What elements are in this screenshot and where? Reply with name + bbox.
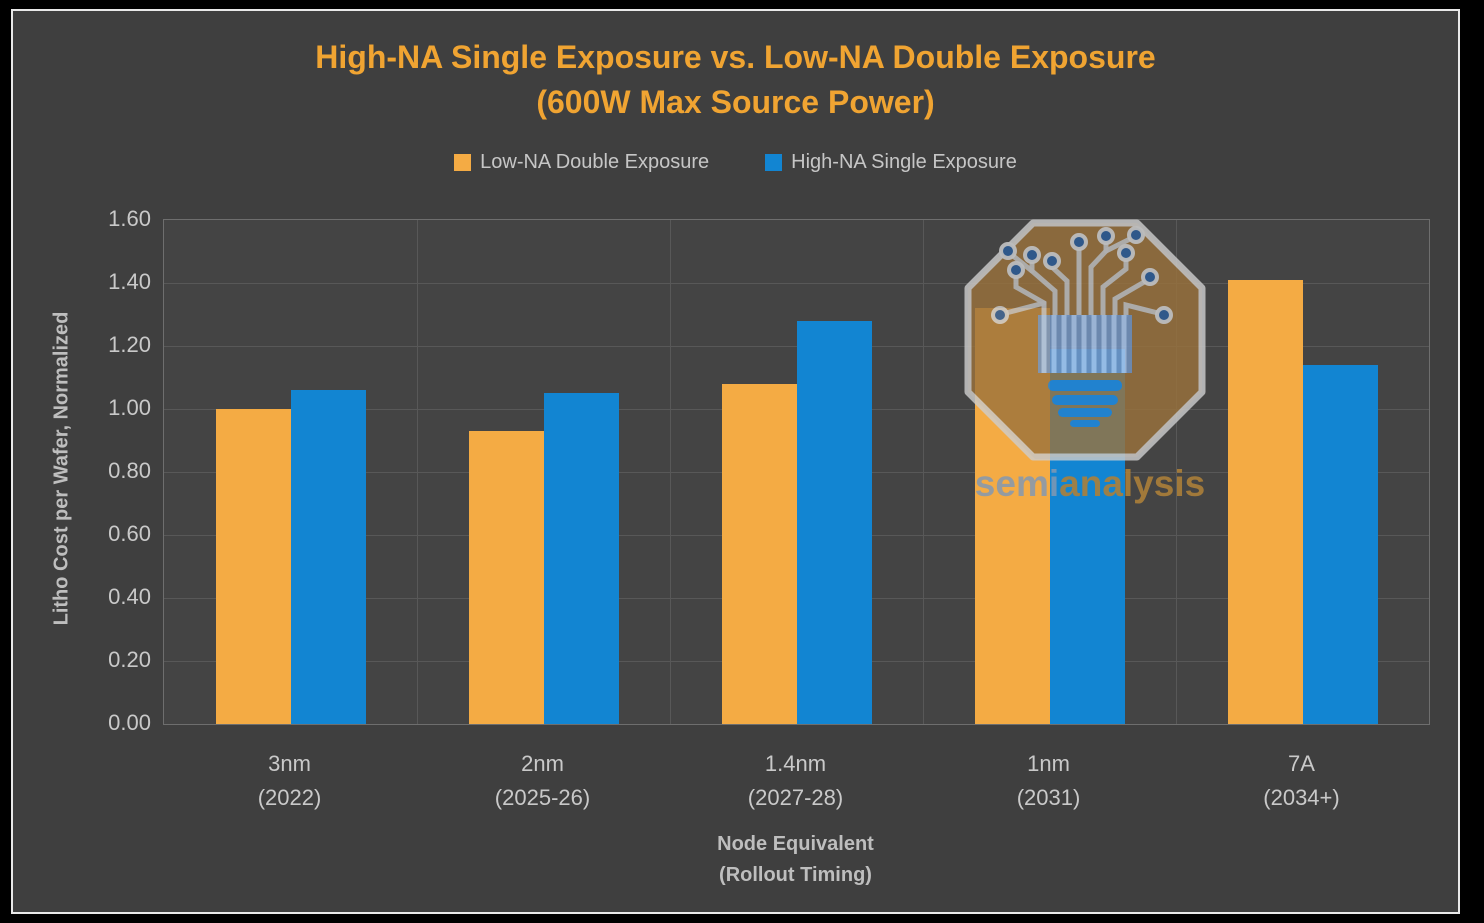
- watermark: semianalysis: [960, 215, 1222, 525]
- bar-high-na-single-exposure-7a: [1302, 365, 1378, 724]
- y-tick-label: 0.80: [108, 458, 151, 483]
- y-tick-label: 0.60: [108, 521, 151, 546]
- x-category-label: 1nm (2031): [922, 747, 1175, 815]
- watermark-text: semianalysis: [900, 463, 1280, 505]
- x-axis-title-line2: (Rollout Timing): [719, 864, 872, 886]
- chart-title: High-NA Single Exposure vs. Low-NA Doubl…: [13, 35, 1458, 125]
- chart-title-line2: (600W Max Source Power): [536, 84, 935, 120]
- x-category-timing: (2034+): [1263, 785, 1340, 810]
- chart-title-line1: High-NA Single Exposure vs. Low-NA Doubl…: [315, 39, 1156, 75]
- chart-canvas: High-NA Single Exposure vs. Low-NA Doubl…: [11, 9, 1460, 914]
- bar-low-na-double-exposure-7a: [1227, 280, 1303, 724]
- gridline-vertical: [1175, 220, 1177, 724]
- y-tick-label: 0.20: [108, 647, 151, 672]
- gridline-horizontal: [164, 282, 1429, 284]
- x-category-label: 7A (2034+): [1175, 747, 1428, 815]
- plot-area: [163, 219, 1430, 725]
- y-tick-label: 0.40: [108, 584, 151, 609]
- watermark-text-semi: semi: [974, 463, 1060, 504]
- x-category-node: 1.4nm: [764, 751, 827, 776]
- bar-low-na-double-exposure-2nm: [468, 431, 544, 724]
- y-tick-label: 1.40: [108, 269, 151, 294]
- x-category-label: 3nm (2022): [163, 747, 416, 815]
- bar-high-na-single-exposure-1-4nm: [796, 321, 872, 724]
- x-category-node: 3nm: [268, 751, 311, 776]
- legend-label: High-NA Single Exposure: [791, 151, 1017, 173]
- x-axis-title: Node Equivalent (Rollout Timing): [163, 829, 1428, 891]
- x-category-timing: (2022): [257, 785, 322, 810]
- y-tick-label: 1.20: [108, 332, 151, 357]
- y-tick-label: 1.00: [108, 395, 151, 420]
- x-category-node: 2nm: [521, 751, 564, 776]
- bar-high-na-single-exposure-3nm: [290, 390, 366, 724]
- legend: Low-NA Double Exposure High-NA Single Exp…: [13, 151, 1458, 174]
- watermark-text-analysis: analysis: [1059, 463, 1206, 504]
- legend-swatch-high-na-single-exposure: [765, 154, 783, 171]
- x-category-label: 1.4nm (2027-28): [669, 747, 922, 815]
- legend-label: Low-NA Double Exposure: [480, 151, 710, 173]
- x-category-timing: (2027-28): [747, 785, 844, 810]
- x-category-timing: (2025-26): [494, 785, 591, 810]
- y-tick-label: 0.00: [108, 710, 151, 735]
- bar-low-na-double-exposure-1-4nm: [721, 384, 797, 724]
- semianalysis-logo-icon: [964, 219, 1206, 461]
- x-axis-title-line1: Node Equivalent: [717, 833, 874, 855]
- x-category-label: 2nm (2025-26): [416, 747, 669, 815]
- gridline-vertical: [416, 220, 418, 724]
- legend-item-high-na-single-exposure: High-NA Single Exposure: [765, 151, 1017, 174]
- bar-low-na-double-exposure-3nm: [215, 409, 291, 724]
- x-category-node: 7A: [1288, 751, 1315, 776]
- x-category-timing: (2031): [1016, 785, 1081, 810]
- gridline-vertical: [669, 220, 671, 724]
- bar-high-na-single-exposure-2nm: [543, 393, 619, 724]
- x-category-node: 1nm: [1027, 751, 1070, 776]
- legend-swatch-low-na-double-exposure: [454, 154, 472, 171]
- gridline-vertical: [922, 220, 924, 724]
- y-tick-label: 1.60: [108, 206, 151, 231]
- legend-item-low-na-double-exposure: Low-NA Double Exposure: [454, 151, 709, 174]
